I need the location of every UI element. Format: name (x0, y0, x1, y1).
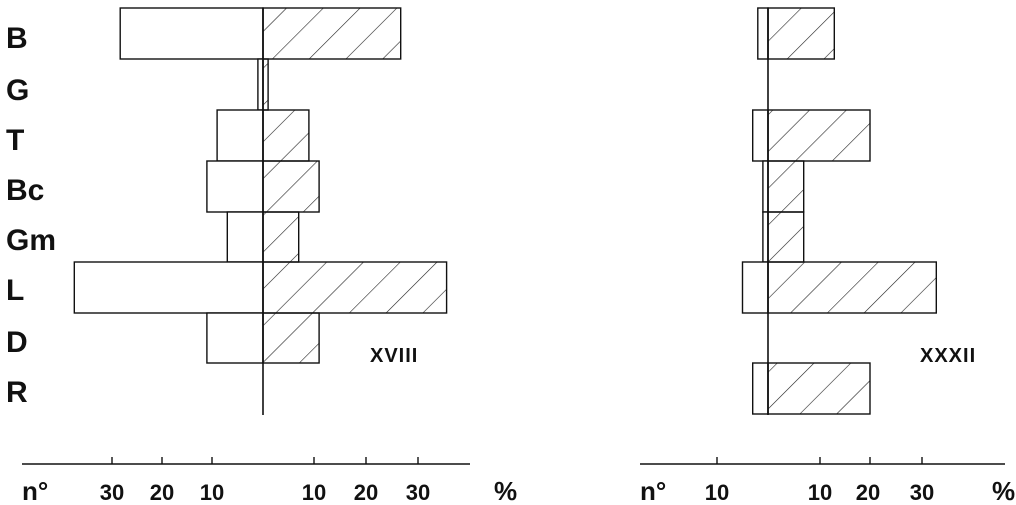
bar-right-t (767, 109, 871, 162)
category-label-gm: Gm (6, 224, 56, 257)
x-label-right-xxxii: % (992, 476, 1015, 505)
category-labels: B G T Bc Gm L D R (6, 22, 56, 409)
bar-left-t (216, 109, 264, 162)
bar-left-t (752, 109, 769, 162)
x-label-right-xviii: % (494, 476, 517, 505)
x-label-left-xviii: n° (22, 476, 48, 505)
bar-left-b (757, 7, 769, 60)
bar-left-bc (206, 160, 264, 213)
histogram-panel-xxxii: XXXII n° 10 10 20 30 % (640, 7, 1015, 505)
tick-label-right-30: 30 (910, 480, 934, 505)
bar-left-l (741, 261, 769, 314)
tick-label-left-10: 10 (200, 480, 224, 505)
x-label-left-xxxii: n° (640, 476, 666, 505)
panel-title-xxxii: XXXII (920, 345, 976, 367)
ticks-xxxii (716, 457, 923, 464)
category-label-g: G (6, 74, 29, 107)
category-label-l: L (6, 274, 24, 307)
bar-right-gm (262, 211, 300, 263)
category-label-d: D (6, 326, 28, 359)
bar-left-b (119, 7, 264, 60)
category-label-t: T (6, 124, 24, 157)
tick-label-right-10: 10 (302, 480, 326, 505)
bar-right-l (262, 261, 448, 314)
tick-label-left-10: 10 (705, 480, 729, 505)
ticks-xviii (111, 457, 419, 464)
category-label-b: B (6, 22, 28, 55)
bar-right-bc (262, 160, 320, 213)
tick-label-right-20: 20 (856, 480, 880, 505)
bar-left-gm (226, 211, 264, 263)
bar-right-d (262, 312, 320, 364)
bar-right-bc (767, 160, 805, 213)
bars-xviii (73, 7, 448, 364)
bars-xxxii (741, 7, 938, 415)
bar-right-l (767, 261, 938, 314)
bar-right-b (262, 7, 402, 60)
category-label-bc: Bc (6, 174, 44, 207)
tick-label-right-20: 20 (354, 480, 378, 505)
panel-title-xviii: XVIII (370, 345, 418, 367)
category-label-r: R (6, 376, 28, 409)
bar-left-r (752, 362, 769, 415)
bar-right-gm (767, 211, 805, 263)
bar-right-t (262, 109, 310, 162)
bar-right-b (767, 7, 836, 60)
bar-left-d (206, 312, 264, 364)
tick-label-left-30: 30 (100, 480, 124, 505)
bar-left-l (73, 261, 264, 314)
histogram-panel-xviii: XVIII n° 30 20 10 10 20 30 % (22, 7, 517, 505)
tick-label-left-20: 20 (150, 480, 174, 505)
tick-label-right-10: 10 (808, 480, 832, 505)
bar-right-r (767, 362, 871, 415)
tick-label-right-30: 30 (406, 480, 430, 505)
